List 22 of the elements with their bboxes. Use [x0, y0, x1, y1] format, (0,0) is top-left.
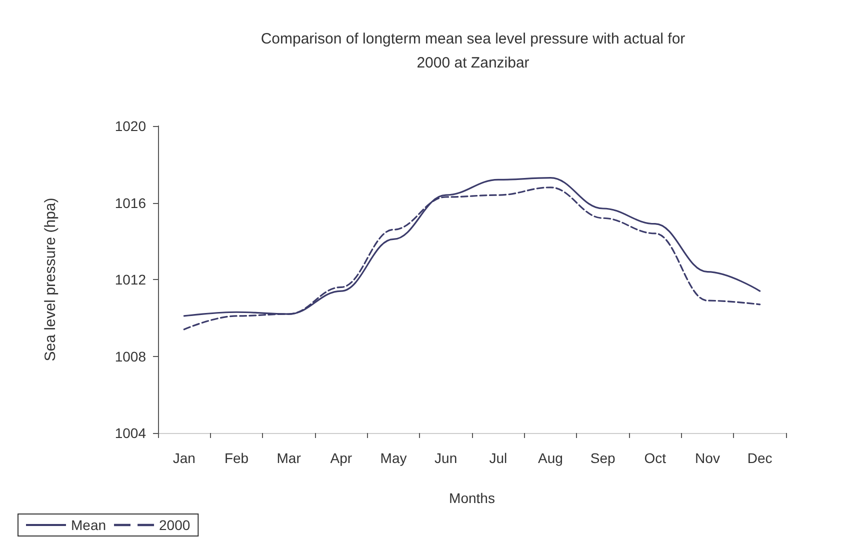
chart-title: Comparison of longterm mean sea level pressure with actual for 2000 at Zanzibar: [260, 30, 686, 72]
x-tick-label: Aug: [538, 450, 563, 466]
legend-label: 2000: [159, 517, 190, 533]
x-tick-label: Nov: [695, 450, 720, 466]
legend-label: Mean: [71, 517, 106, 533]
x-tick-label: Feb: [224, 450, 249, 466]
y-axis-title: Sea level pressure (hpa): [42, 198, 59, 362]
x-axis-title: Months: [449, 490, 495, 506]
y-tick-label: 1012: [114, 272, 146, 288]
x-tick-label: Apr: [330, 450, 352, 466]
y-tick-label: 1020: [114, 118, 146, 134]
y-tick-label: 1016: [114, 194, 146, 211]
x-tick-label: Jul: [489, 450, 508, 466]
x-tick-label: Jun: [434, 450, 458, 466]
y-tick-label: 1008: [114, 348, 146, 364]
x-tick-label: Sep: [590, 450, 616, 466]
x-tick-label: May: [380, 450, 407, 466]
y-tick-label: 1004: [114, 425, 146, 441]
x-tick-label: Dec: [747, 450, 772, 466]
x-tick-label: Oct: [644, 450, 666, 466]
x-tick-label: Jan: [172, 450, 196, 466]
x-tick-label: Mar: [276, 450, 302, 466]
